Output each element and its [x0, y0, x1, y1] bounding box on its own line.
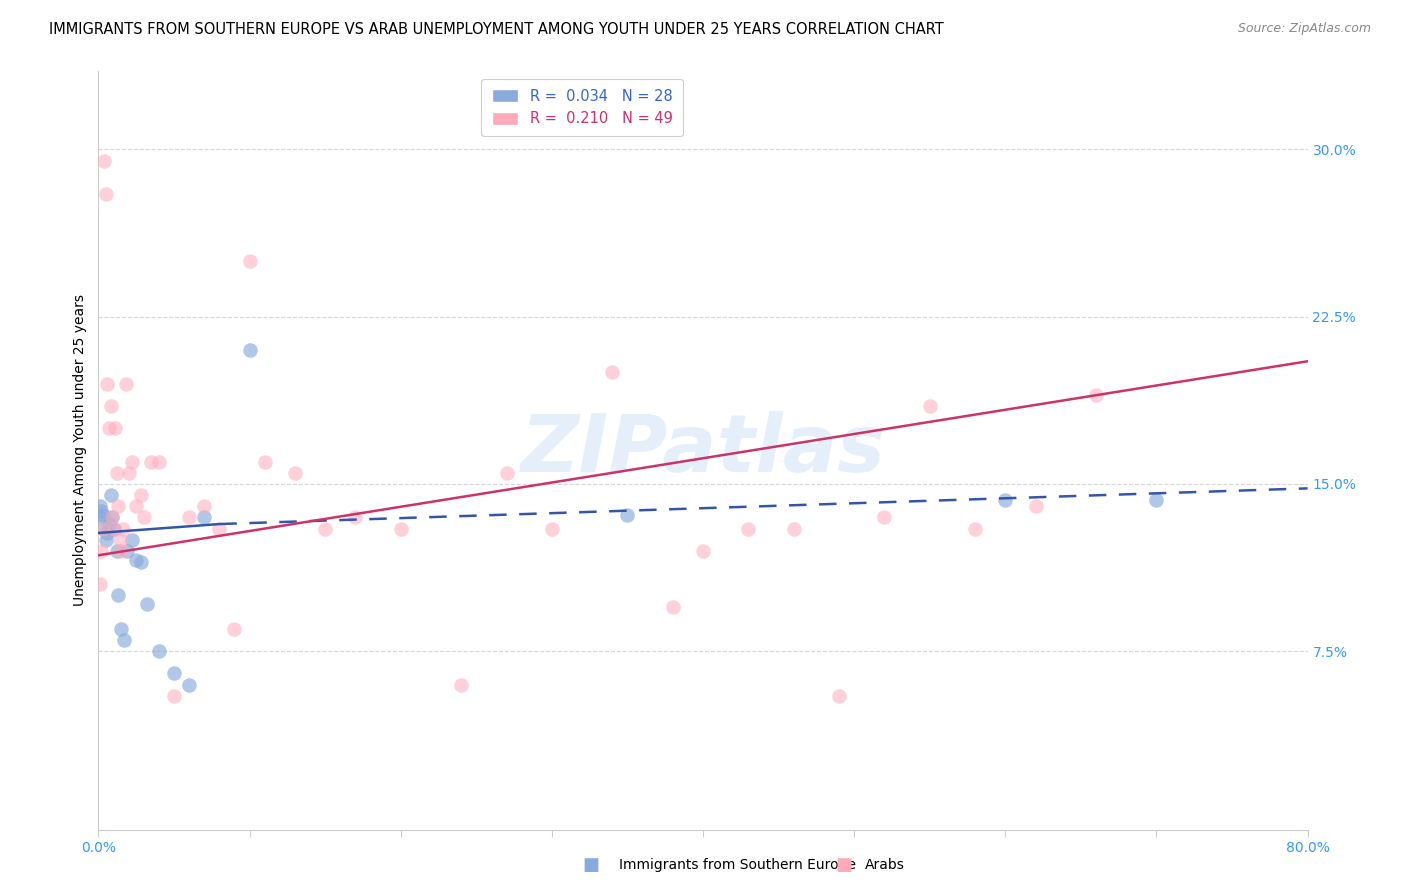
Y-axis label: Unemployment Among Youth under 25 years: Unemployment Among Youth under 25 years: [73, 294, 87, 607]
Point: [129, 488, 152, 502]
Point: [141, 455, 163, 469]
Point: [90, 544, 112, 558]
Point: [107, 500, 129, 514]
Text: ■: ■: [582, 856, 599, 874]
Point: [108, 533, 131, 547]
Point: [101, 510, 124, 524]
Point: [105, 544, 128, 558]
Point: [692, 544, 714, 558]
Point: [994, 492, 1017, 507]
Point: [616, 508, 638, 523]
Point: [179, 510, 201, 524]
Point: [93, 153, 115, 168]
Point: [148, 455, 170, 469]
Text: IMMIGRANTS FROM SOUTHERN EUROPE VS ARAB UNEMPLOYMENT AMONG YOUTH UNDER 25 YEARS : IMMIGRANTS FROM SOUTHERN EUROPE VS ARAB …: [49, 22, 943, 37]
Point: [112, 633, 135, 648]
Text: Source: ZipAtlas.com: Source: ZipAtlas.com: [1237, 22, 1371, 36]
Point: [89, 510, 111, 524]
Point: [96, 526, 118, 541]
Point: [495, 466, 517, 480]
Point: [107, 589, 129, 603]
Point: [90, 503, 112, 517]
Point: [239, 254, 262, 268]
Point: [602, 366, 624, 380]
Point: [110, 622, 132, 636]
Point: [239, 343, 262, 358]
Point: [89, 500, 111, 514]
Point: [101, 510, 124, 524]
Point: [114, 376, 136, 391]
Point: [284, 466, 307, 480]
Text: ZIPatlas: ZIPatlas: [520, 411, 886, 490]
Point: [314, 521, 336, 535]
Text: Immigrants from Southern Europe: Immigrants from Southern Europe: [619, 858, 856, 872]
Point: [121, 455, 143, 469]
Point: [100, 399, 122, 413]
Point: [100, 488, 122, 502]
Point: [118, 466, 141, 480]
Point: [98, 517, 121, 532]
Text: Arabs: Arabs: [865, 858, 904, 872]
Point: [94, 187, 117, 202]
Point: [540, 521, 562, 535]
Point: [873, 510, 896, 524]
Point: [965, 521, 987, 535]
Point: [253, 455, 276, 469]
Point: [1024, 500, 1046, 514]
Point: [125, 500, 148, 514]
Point: [179, 678, 201, 692]
Point: [121, 533, 143, 547]
Text: ■: ■: [835, 856, 852, 874]
Point: [135, 598, 157, 612]
Point: [103, 521, 125, 535]
Point: [918, 399, 941, 413]
Point: [1085, 387, 1108, 401]
Point: [94, 533, 117, 547]
Point: [224, 622, 246, 636]
Point: [103, 521, 125, 535]
Point: [193, 510, 215, 524]
Point: [110, 544, 132, 558]
Point: [129, 555, 152, 569]
Point: [163, 689, 186, 703]
Point: [132, 510, 155, 524]
Point: [89, 577, 111, 591]
Point: [193, 500, 215, 514]
Point: [148, 644, 170, 658]
Point: [450, 678, 472, 692]
Point: [389, 521, 412, 535]
Point: [91, 508, 114, 523]
Point: [111, 521, 134, 535]
Point: [125, 552, 148, 567]
Point: [93, 521, 115, 535]
Point: [163, 666, 186, 681]
Point: [98, 421, 121, 435]
Point: [115, 544, 138, 558]
Point: [105, 466, 128, 480]
Point: [208, 521, 231, 535]
Point: [96, 376, 118, 391]
Point: [104, 421, 127, 435]
Point: [783, 521, 806, 535]
Legend: R =  0.034   N = 28, R =  0.210   N = 49: R = 0.034 N = 28, R = 0.210 N = 49: [481, 78, 683, 136]
Point: [661, 599, 683, 614]
Point: [91, 521, 114, 535]
Point: [737, 521, 759, 535]
Point: [1144, 492, 1167, 507]
Point: [828, 689, 851, 703]
Point: [344, 510, 367, 524]
